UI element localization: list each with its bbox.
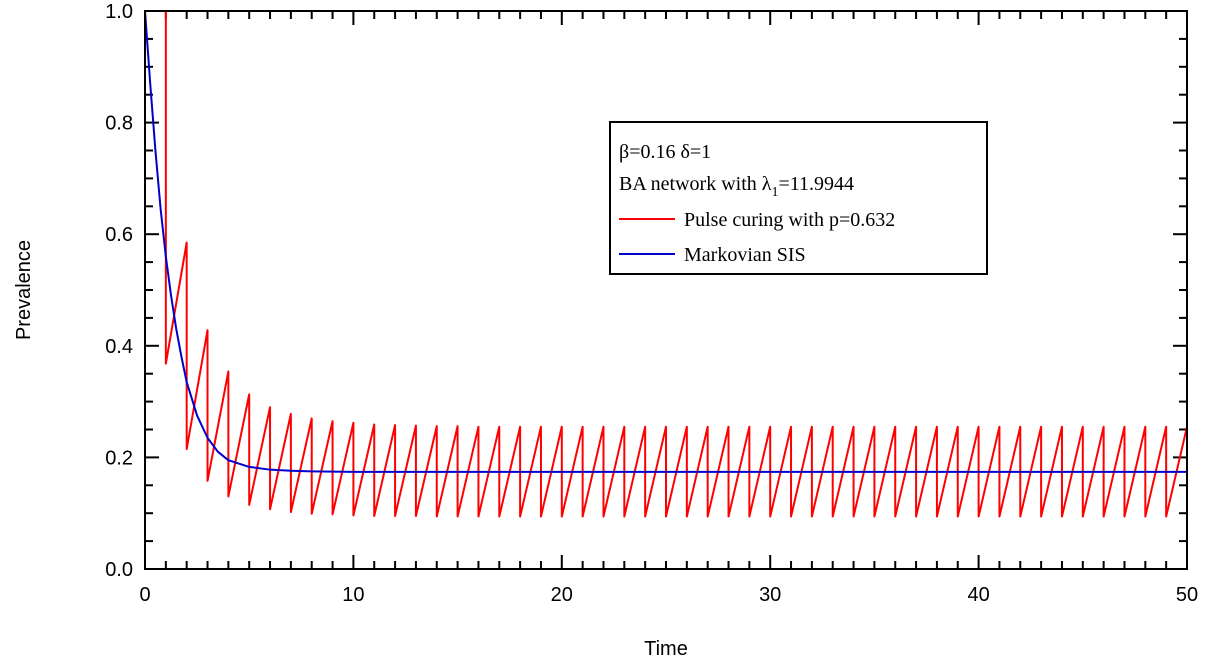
network-suffix: =11.9944 [778,173,854,195]
x-tick-label: 50 [1176,584,1198,606]
tick-labels: 0 10 20 30 40 50 0.0 0.2 0.4 0.6 0.8 1.0 [105,1,1198,606]
y-tick-label: 0.8 [105,113,133,135]
x-tick-label: 30 [759,584,781,606]
legend-box [609,121,988,275]
legend-label-markovian: Markovian SIS [684,244,806,266]
x-tick-label: 10 [342,584,364,606]
beta-symbol: β [619,141,629,163]
legend-label-pulse: Pulse curing with p=0.632 [684,209,895,231]
y-axis-title: Prevalence [13,240,35,340]
lambda-symbol: λ [762,173,772,195]
x-tick-label: 20 [551,584,573,606]
x-axis-title: Time [644,638,688,660]
legend-parameters: β=0.16 δ=1 [619,141,711,163]
x-tick-label: 0 [139,584,150,606]
y-tick-label: 1.0 [105,1,133,23]
markovian-sis-line [144,10,1187,473]
legend: β=0.16 δ=1 BA network with λ1=11.9944 Pu… [609,121,988,275]
y-tick-label: 0.6 [105,224,133,246]
plot-frame [144,10,1188,570]
y-tick-label: 0.4 [105,336,133,358]
y-tick-label: 0.0 [105,559,133,581]
network-prefix: BA network with [619,173,762,195]
plot-series [144,10,1188,518]
y-tick-label: 0.2 [105,447,133,469]
lambda-subscript: 1 [771,185,778,200]
x-tick-label: 40 [967,584,989,606]
delta-symbol: δ [680,141,689,163]
delta-value: =1 [690,141,711,163]
legend-network: BA network with λ1=11.9944 [619,173,854,200]
beta-value: =0.16 [629,141,680,163]
